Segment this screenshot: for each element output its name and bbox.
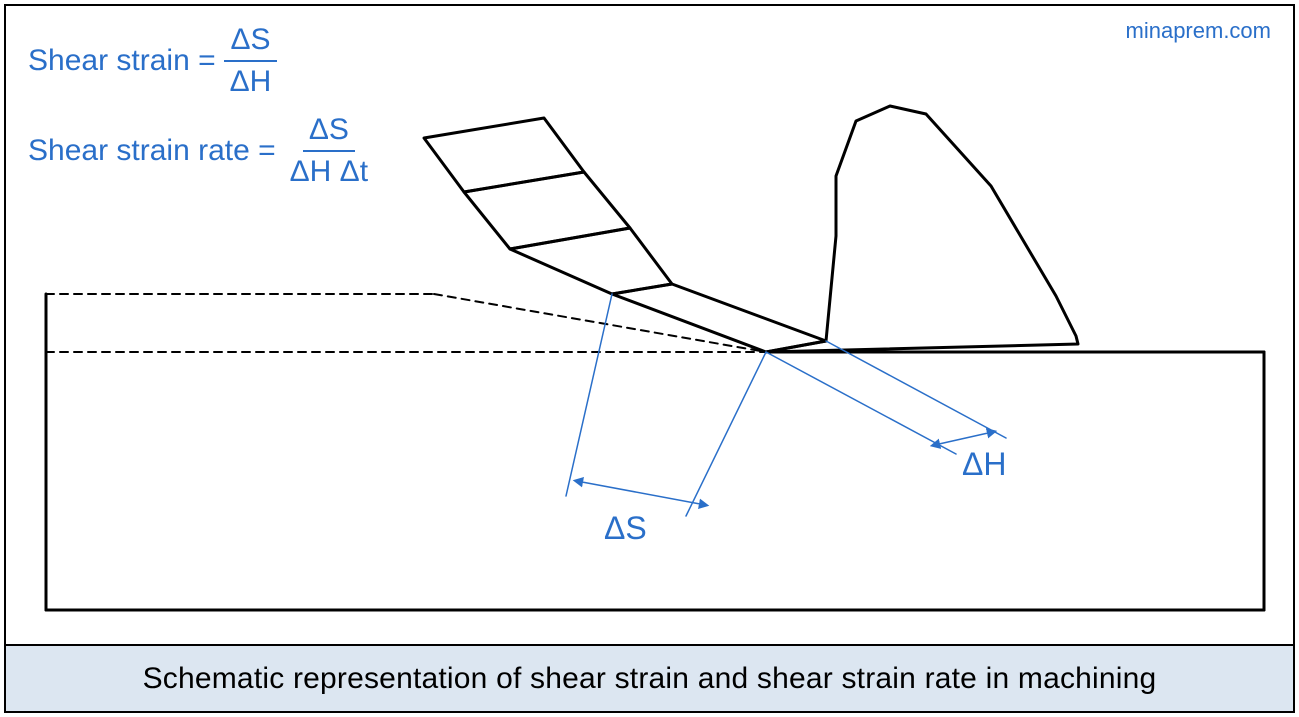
- label-delta-s: ΔS: [604, 510, 647, 547]
- outer-frame: minaprem.com Shear strain = ΔS ΔH Shear …: [4, 4, 1295, 713]
- caption-text: Schematic representation of shear strain…: [143, 662, 1157, 696]
- caption-bar: Schematic representation of shear strain…: [6, 644, 1293, 711]
- label-delta-h: ΔH: [962, 446, 1006, 483]
- diagram-svg: [6, 6, 1293, 646]
- diagram-area: minaprem.com Shear strain = ΔS ΔH Shear …: [6, 6, 1293, 646]
